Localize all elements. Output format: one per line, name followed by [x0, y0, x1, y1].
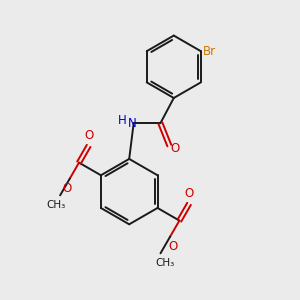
- Text: CH₃: CH₃: [155, 258, 175, 268]
- Text: O: O: [84, 129, 93, 142]
- Text: H: H: [118, 114, 126, 128]
- Text: O: O: [184, 187, 194, 200]
- Text: Br: Br: [203, 45, 216, 58]
- Text: N: N: [128, 117, 136, 130]
- Text: O: O: [171, 142, 180, 155]
- Text: CH₃: CH₃: [46, 200, 65, 210]
- Text: O: O: [168, 240, 177, 253]
- Text: O: O: [63, 182, 72, 195]
